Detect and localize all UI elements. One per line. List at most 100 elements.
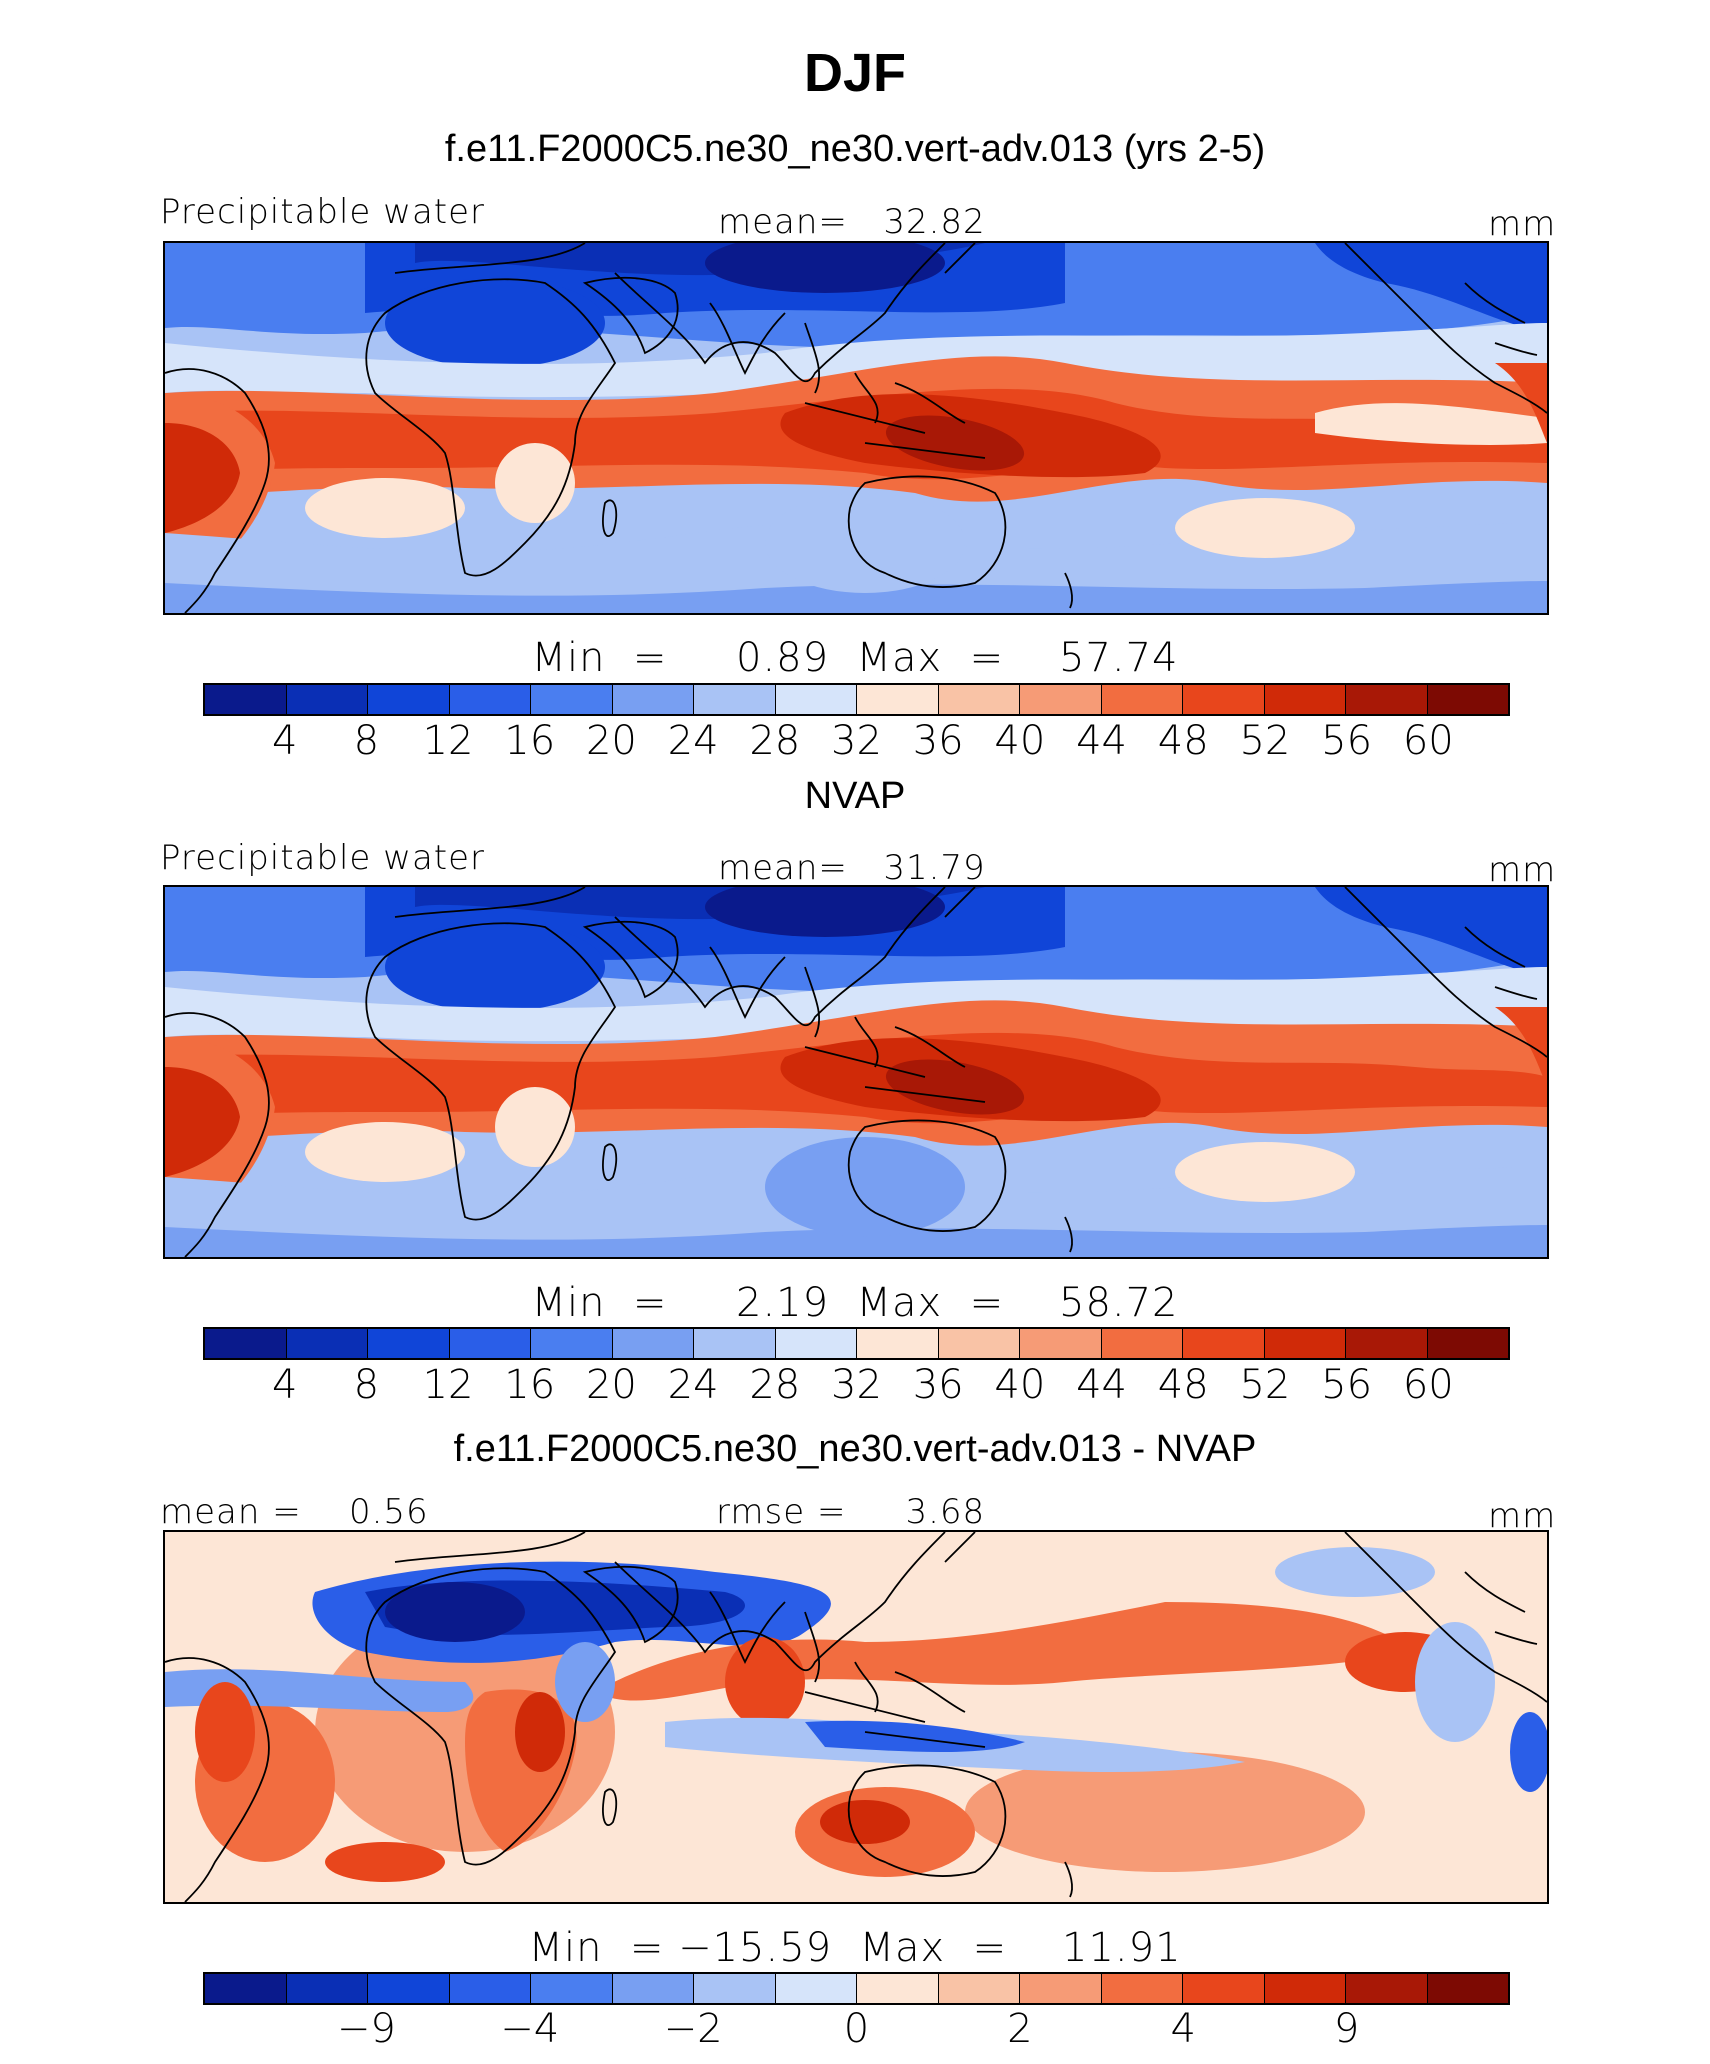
colorbar-tick-label: 52	[1239, 1362, 1291, 1408]
coastline	[602, 499, 618, 537]
colorbar-tick-label: 44	[1076, 718, 1128, 764]
colorbar-swatch	[1101, 1974, 1183, 2003]
field-band	[515, 1692, 565, 1772]
coastline	[847, 1764, 1007, 1878]
colorbar-swatch	[205, 1974, 287, 2003]
coastline	[847, 1119, 1007, 1233]
field-band	[495, 443, 575, 523]
colorbar-swatch	[1264, 685, 1346, 714]
field-band	[1315, 887, 1547, 977]
colorbar-tick-label: 8	[353, 1362, 380, 1408]
colorbar-tick-label: 16	[504, 718, 556, 764]
colorbar-tick-label: −4	[500, 2006, 560, 2052]
colorbar-tick-label: 12	[422, 1362, 474, 1408]
panel-1-units-label: mm	[1488, 204, 1557, 244]
colorbar-tick-label: 56	[1321, 718, 1373, 764]
colorbar-swatch	[1101, 1329, 1183, 1358]
coastline	[165, 1012, 270, 1257]
colorbar-swatch	[612, 1329, 694, 1358]
colorbar-swatch	[449, 685, 531, 714]
colorbar-tick-label: 16	[504, 1362, 556, 1408]
field-band	[765, 1137, 965, 1237]
colorbar-swatch	[368, 1329, 450, 1358]
colorbar-tick-label: 28	[749, 718, 801, 764]
field-band	[1275, 1547, 1435, 1597]
colorbar-tick-label: 60	[1402, 718, 1454, 764]
coastline	[394, 887, 946, 1027]
coastline	[165, 1657, 270, 1902]
field-band	[1175, 1142, 1355, 1202]
panel-3-title: f.e11.F2000C5.ne30_ne30.vert-adv.013 - N…	[453, 1428, 1257, 1470]
colorbar-swatch	[694, 1329, 776, 1358]
panel-2-min-max: Min = 2.19 Max = 58.72	[531, 1280, 1179, 1326]
coastline	[944, 243, 976, 274]
panel-2-units-label: mm	[1488, 850, 1557, 890]
colorbar-tick-label: 4	[1170, 2006, 1196, 2052]
colorbar-swatch	[531, 1329, 613, 1358]
coastline	[804, 1611, 986, 1748]
colorbar-tick-label: 20	[585, 1362, 637, 1408]
panel-2-map	[163, 885, 1549, 1259]
coastline	[582, 276, 679, 355]
field-band	[385, 922, 605, 1012]
colorbar-swatch	[1101, 685, 1183, 714]
colorbar-swatch	[368, 1974, 450, 2003]
panel-3-colorbar	[203, 1972, 1510, 2005]
coastline	[394, 1532, 946, 1672]
panel-2-map-svg	[165, 887, 1547, 1257]
panel-2-mean-label: mean= 31.79	[718, 848, 986, 888]
coastline	[365, 922, 617, 1221]
colorbar-swatch	[1346, 1329, 1428, 1358]
colorbar-swatch	[286, 1974, 368, 2003]
panel-3-rmse-label: rmse = 3.68	[716, 1492, 986, 1532]
coastline	[582, 1565, 679, 1644]
panel-2-colorbar	[203, 1327, 1510, 1360]
panel-1-min-max: Min = 0.89 Max = 57.74	[531, 635, 1179, 681]
field-band	[555, 1642, 615, 1722]
colorbar-swatch	[449, 1329, 531, 1358]
colorbar-swatch	[1427, 685, 1508, 714]
colorbar-swatch	[1264, 1974, 1346, 2003]
coastline	[804, 966, 986, 1103]
coastline	[1064, 1861, 1073, 1898]
colorbar-tick-label: 8	[353, 718, 380, 764]
panel-1-colorbar	[203, 683, 1510, 716]
colorbar-tick-label: 36	[912, 1362, 964, 1408]
panel-1-map	[163, 241, 1549, 615]
colorbar-tick-label: 36	[912, 718, 964, 764]
colorbar-swatch	[1427, 1329, 1508, 1358]
colorbar-swatch	[857, 1329, 939, 1358]
field-band	[325, 1842, 445, 1882]
colorbar-tick-label: 0	[843, 2006, 870, 2052]
coastline	[847, 475, 1007, 589]
coastline	[365, 1567, 617, 1866]
field-band	[305, 1122, 465, 1182]
colorbar-swatch	[857, 1974, 939, 2003]
field-band	[165, 1067, 240, 1177]
coastline	[944, 1532, 976, 1563]
field-band	[965, 1752, 1365, 1872]
coastline	[1344, 1532, 1547, 1703]
colorbar-tick-label: 48	[1157, 1362, 1209, 1408]
colorbar-swatch	[1346, 1974, 1428, 2003]
colorbar-swatch	[449, 1974, 531, 2003]
colorbar-swatch	[531, 1974, 613, 2003]
colorbar-tick-label: 48	[1157, 718, 1209, 764]
colorbar-tick-label: 44	[1076, 1362, 1128, 1408]
field-band	[705, 887, 945, 937]
field-band	[820, 1800, 910, 1844]
colorbar-swatch	[1020, 685, 1102, 714]
panel-1-mean-label: mean= 32.82	[718, 202, 986, 242]
coastline	[1344, 243, 1547, 414]
panel-3-units-label: mm	[1488, 1496, 1557, 1536]
colorbar-swatch	[694, 1974, 776, 2003]
coastline	[602, 1143, 618, 1181]
figure-title: DJF	[803, 43, 906, 103]
colorbar-swatch	[205, 1329, 287, 1358]
colorbar-swatch	[1427, 1974, 1508, 2003]
colorbar-swatch	[694, 685, 776, 714]
field-band	[1495, 1007, 1547, 1087]
colorbar-swatch	[612, 685, 694, 714]
colorbar-tick-label: −2	[663, 2006, 723, 2052]
field-band	[885, 1059, 1025, 1115]
